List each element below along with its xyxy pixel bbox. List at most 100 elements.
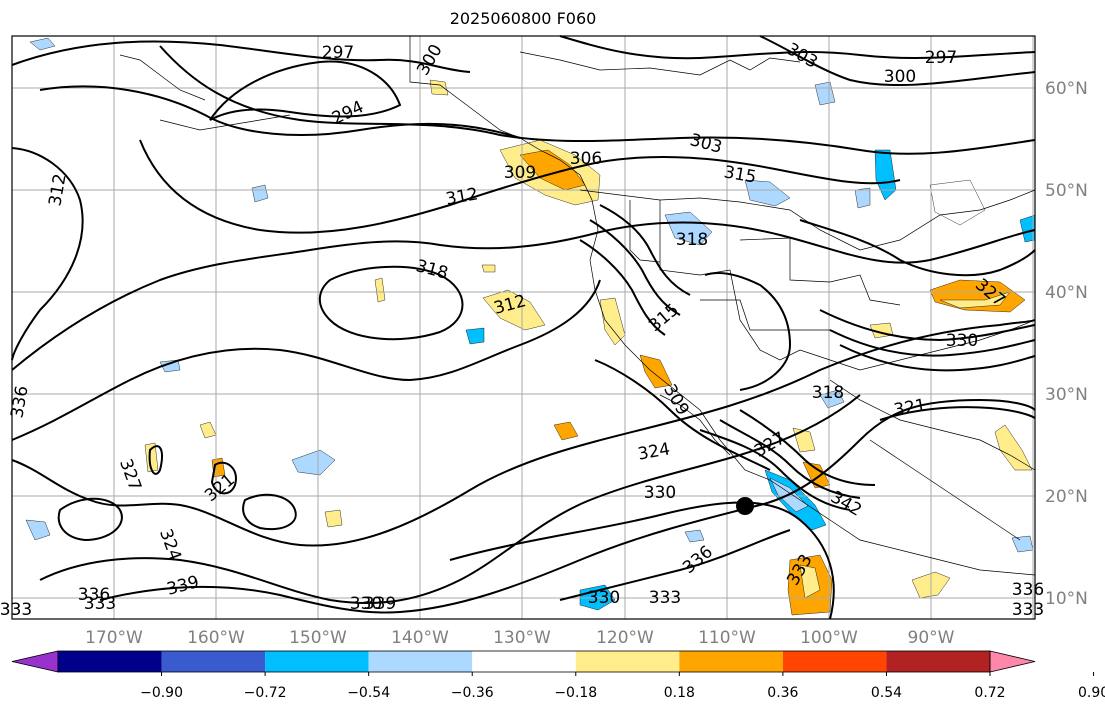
contour-label: 330: [644, 483, 676, 503]
longitude-labels: 170°W 160°W 150°W 140°W 130°W 120°W 110°W 100°W…: [85, 628, 955, 648]
contour-line: [39, 85, 521, 139]
coastline-segment: [119, 54, 206, 101]
shading-region: [553, 421, 579, 441]
colorbar-arrow-left: [11, 650, 59, 673]
shading-region: [144, 442, 159, 473]
colorbar-tick-label: −0.18: [554, 685, 597, 701]
shading-region: [744, 179, 791, 207]
shading-region: [929, 179, 986, 226]
contour-line: [759, 35, 1036, 87]
shading-region: [465, 327, 485, 345]
longitude-label: 140°W: [391, 628, 449, 648]
colorbar-tick-label: −0.36: [451, 685, 494, 701]
coastline-segment: [869, 439, 1021, 541]
shading-region: [664, 211, 713, 246]
latitude-label: 40°N: [1045, 283, 1088, 303]
shading-region: [854, 187, 871, 209]
latitude-label: 50°N: [1045, 181, 1088, 201]
colorbar-segment: [58, 651, 162, 672]
contour-line: [11, 319, 1036, 547]
contour-line: [699, 429, 851, 511]
contour-label: 333: [84, 594, 116, 614]
coastline-segment: [159, 114, 291, 131]
contour-label: 309: [504, 163, 536, 183]
shading-region: [639, 354, 673, 389]
colorbar-tick-label: 0.18: [664, 685, 695, 701]
longitude-label: 150°W: [289, 628, 347, 648]
contour-label: 336: [1012, 580, 1044, 600]
contour-line: [739, 409, 876, 486]
contour-line: [579, 239, 666, 336]
shading-region: [481, 264, 496, 273]
vertical-motion-shading: [25, 37, 1036, 616]
contour-label: 300: [884, 67, 916, 87]
contour-line: [599, 204, 691, 296]
contour-label: 333: [0, 600, 32, 620]
contour-label: 318: [812, 383, 844, 403]
longitude-label: 120°W: [596, 628, 654, 648]
latitude-label: 20°N: [1045, 487, 1088, 507]
coastline-segment: [829, 379, 1036, 471]
shading-region: [374, 277, 386, 303]
colorbar-segment: [782, 651, 887, 672]
contour-label: 330: [588, 588, 620, 608]
colorbar-tick-label: −0.72: [244, 685, 287, 701]
shading-region: [802, 461, 831, 489]
contour-line: [99, 398, 1036, 614]
contour-line: [799, 219, 1036, 277]
shading-region: [939, 291, 1011, 309]
storm-marker: [736, 497, 754, 515]
contour-label: 318: [676, 230, 708, 250]
latitude-label: 10°N: [1045, 589, 1088, 609]
contour-line: [704, 272, 792, 391]
contour-line: [242, 493, 297, 530]
shading-region: [599, 297, 626, 346]
shading-region: [874, 149, 897, 201]
contour-line: [57, 497, 123, 542]
contour-line: [589, 219, 681, 316]
coastline-segment: [409, 36, 1036, 576]
colorbar-segment: [368, 651, 473, 672]
colorbar-segment: [472, 651, 576, 672]
latitude-label: 60°N: [1045, 79, 1088, 99]
colorbar-arrow-right: [989, 650, 1036, 673]
contour-line: [879, 406, 1036, 421]
colorbar-tick-label: −0.54: [347, 685, 390, 701]
colorbar-segment: [575, 651, 680, 672]
longitude-label: 90°W: [908, 628, 955, 648]
contour-label: 330: [350, 594, 382, 614]
shading-region: [684, 529, 705, 543]
map-frame: [11, 35, 1036, 620]
colorbar-tick-label: 0.54: [871, 685, 902, 701]
contour-label: 297: [925, 48, 957, 68]
contour-line: [449, 501, 835, 620]
colorbar-segment: [161, 651, 266, 672]
shading-region: [482, 289, 546, 331]
colorbar-tick-label: 0.90: [1078, 685, 1105, 701]
contour-label: 306: [570, 149, 602, 169]
contour-line: [559, 529, 791, 601]
longitude-label: 100°W: [800, 628, 858, 648]
colorbar-tick-label: −0.90: [140, 685, 183, 701]
shading-region: [324, 509, 343, 528]
colorbar-segment: [679, 651, 783, 672]
latitude-labels: 60°N 50°N 40°N 30°N 20°N 10°N: [1045, 79, 1088, 609]
coastline-segment: [519, 51, 801, 76]
contour-line: [139, 139, 901, 234]
contour-line: [11, 221, 1036, 371]
contour-line: [11, 279, 601, 441]
contour-line: [11, 147, 84, 361]
longitude-label: 130°W: [493, 628, 551, 648]
colorbar: [11, 650, 1036, 673]
contour-line: [719, 419, 861, 499]
colorbar-tick-label: 0.36: [767, 685, 798, 701]
contour-line: [210, 461, 237, 495]
coastlines: [119, 36, 1036, 576]
colorbar-frame: [57, 650, 991, 673]
colorbar-tick-label: 0.72: [974, 685, 1005, 701]
shading-region: [159, 359, 181, 373]
colorbar-segment: [265, 651, 369, 672]
map-content: 297 300 303 2973002943033063093123153123183…: [0, 35, 1044, 620]
contour-label: 333: [1012, 600, 1044, 620]
contour-line: [11, 40, 471, 73]
